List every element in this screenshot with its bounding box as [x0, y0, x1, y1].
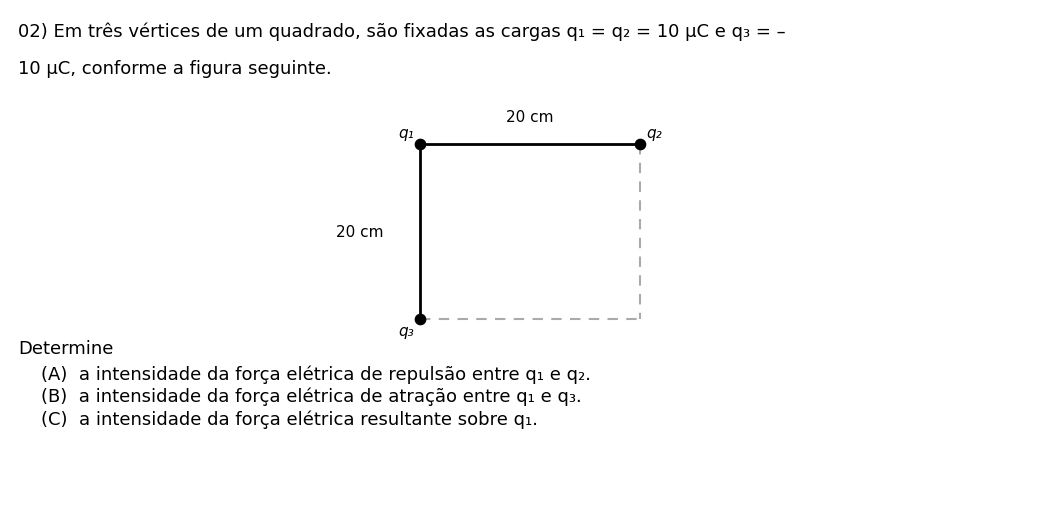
Text: q₁: q₁ — [398, 126, 414, 141]
Text: 20 cm: 20 cm — [507, 110, 553, 125]
Point — [411, 315, 428, 323]
Text: 10 μC, conforme a figura seguinte.: 10 μC, conforme a figura seguinte. — [18, 60, 331, 78]
Point — [411, 141, 428, 149]
Text: q₃: q₃ — [398, 323, 414, 338]
Text: (A)  a intensidade da força elétrica de repulsão entre q₁ e q₂.: (A) a intensidade da força elétrica de r… — [18, 364, 590, 383]
Text: q₂: q₂ — [646, 126, 662, 141]
Text: 02) Em três vértices de um quadrado, são fixadas as cargas q₁ = q₂ = 10 μC e q₃ : 02) Em três vértices de um quadrado, são… — [18, 22, 786, 40]
Text: Determine: Determine — [18, 339, 114, 358]
Text: (C)  a intensidade da força elétrica resultante sobre q₁.: (C) a intensidade da força elétrica resu… — [18, 410, 538, 429]
Point — [632, 141, 649, 149]
Text: (B)  a intensidade da força elétrica de atração entre q₁ e q₃.: (B) a intensidade da força elétrica de a… — [18, 387, 582, 406]
Text: 20 cm: 20 cm — [337, 225, 383, 239]
